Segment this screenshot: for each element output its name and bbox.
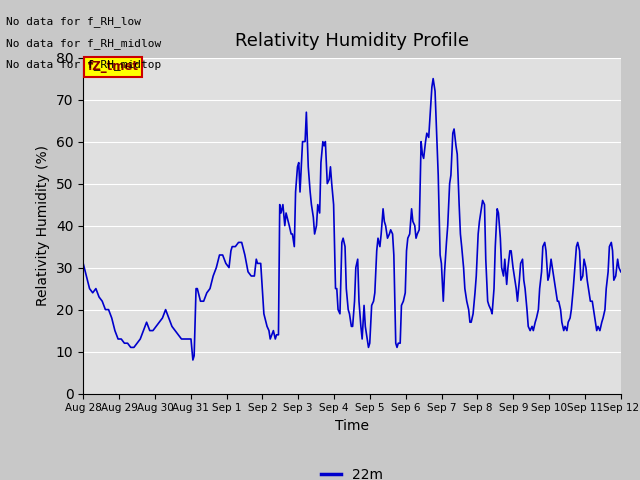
- Legend: 22m: 22m: [315, 462, 389, 480]
- Text: fZ_tmet: fZ_tmet: [88, 60, 138, 73]
- Text: No data for f_RH_midlow: No data for f_RH_midlow: [6, 37, 162, 48]
- Text: No data for f_RH_low: No data for f_RH_low: [6, 16, 141, 27]
- X-axis label: Time: Time: [335, 419, 369, 433]
- Y-axis label: Relativity Humidity (%): Relativity Humidity (%): [36, 145, 51, 306]
- Title: Relativity Humidity Profile: Relativity Humidity Profile: [235, 33, 469, 50]
- Text: No data for f_RH_midtop: No data for f_RH_midtop: [6, 59, 162, 70]
